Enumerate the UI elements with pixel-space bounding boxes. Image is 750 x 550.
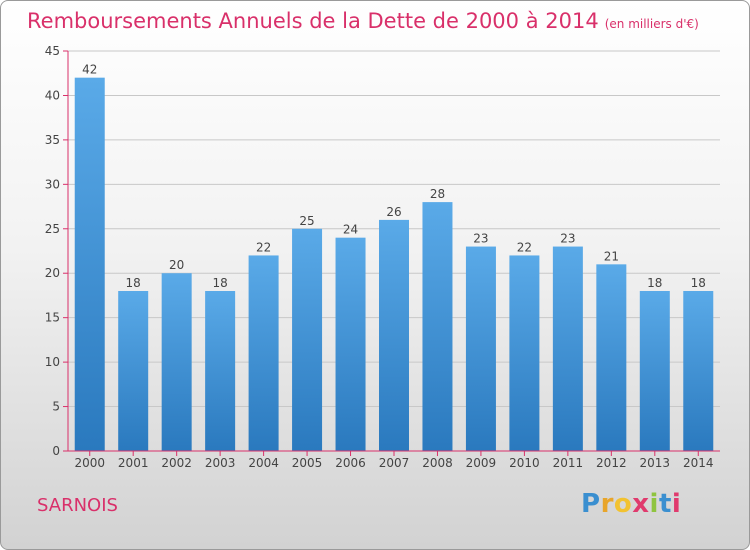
chart-subtitle: (en milliers d'€) — [604, 17, 699, 31]
bar-2011 — [552, 246, 583, 451]
data-label-2014: 18 — [691, 276, 706, 290]
data-label-2001: 18 — [126, 276, 141, 290]
data-label-2005: 25 — [299, 214, 314, 228]
y-tick-label: 25 — [45, 222, 60, 236]
x-tick-label-2004: 2004 — [248, 456, 279, 470]
labels: 0 5 10 15 20 25 30 35 40 45 42 2000 18 2001 20 2002 18 20… — [45, 44, 714, 470]
location-label: SARNOIS — [37, 495, 118, 516]
data-label-2007: 26 — [386, 205, 401, 219]
x-tick-label-2012: 2012 — [596, 456, 627, 470]
bar-2010 — [509, 255, 540, 451]
x-tick-label-2010: 2010 — [509, 456, 540, 470]
y-tick-label: 15 — [45, 311, 60, 325]
bar-2014 — [683, 291, 714, 451]
proxiti-logo: Proxiti — [581, 489, 681, 519]
data-label-2006: 24 — [343, 223, 358, 237]
bar-2006 — [335, 237, 366, 451]
bars — [74, 77, 714, 452]
data-label-2011: 23 — [560, 232, 575, 246]
chart-title: Remboursements Annuels de la Dette de 20… — [27, 9, 699, 33]
bar-2005 — [292, 228, 323, 451]
data-label-2003: 18 — [212, 276, 227, 290]
title-text: Remboursements Annuels de la Dette de 20… — [27, 9, 599, 33]
data-label-2009: 23 — [473, 232, 488, 246]
data-label-2008: 28 — [430, 187, 445, 201]
bar-2009 — [465, 246, 496, 451]
bar-2007 — [379, 219, 409, 451]
x-tick-label-2007: 2007 — [379, 456, 410, 470]
y-tick-label: 45 — [45, 44, 60, 58]
bar-2013 — [639, 291, 670, 451]
x-tick-label-2002: 2002 — [161, 456, 192, 470]
x-tick-label-2008: 2008 — [422, 456, 453, 470]
x-tick-label-2006: 2006 — [335, 456, 366, 470]
logo-letter: r — [600, 489, 614, 519]
y-tick-label: 35 — [45, 133, 60, 147]
bar-2002 — [161, 273, 192, 451]
bar-2003 — [205, 291, 236, 451]
logo-letter: t — [658, 489, 672, 519]
data-label-2002: 20 — [169, 258, 184, 272]
x-tick-label-2001: 2001 — [118, 456, 149, 470]
data-label-2004: 22 — [256, 240, 271, 254]
x-tick-label-2000: 2000 — [74, 456, 105, 470]
data-label-2013: 18 — [647, 276, 662, 290]
bar-2000 — [74, 77, 105, 452]
logo-letter: o — [613, 489, 633, 519]
data-label-2000: 42 — [82, 63, 97, 77]
x-tick-label-2003: 2003 — [205, 456, 236, 470]
y-tick-label: 40 — [45, 88, 60, 102]
bar-2004 — [248, 255, 279, 451]
x-tick-label-2014: 2014 — [683, 456, 714, 470]
data-label-2012: 21 — [604, 249, 619, 263]
bar-2008 — [422, 202, 453, 451]
logo-letter: i — [671, 489, 682, 519]
x-tick-label-2009: 2009 — [466, 456, 497, 470]
logo-letter: P — [581, 489, 601, 519]
logo-letter: x — [632, 489, 650, 519]
data-label-2010: 22 — [517, 240, 532, 254]
bar-2012 — [596, 264, 627, 451]
y-tick-label: 20 — [45, 266, 60, 280]
y-tick-label: 30 — [45, 177, 60, 191]
logo-letter: i — [649, 489, 659, 519]
y-tick-label: 10 — [45, 355, 60, 369]
axes — [63, 50, 720, 456]
x-tick-label-2013: 2013 — [640, 456, 671, 470]
y-tick-label: 5 — [52, 400, 60, 414]
y-tick-label: 0 — [52, 444, 60, 458]
x-tick-label-2011: 2011 — [553, 456, 584, 470]
x-tick-label-2005: 2005 — [292, 456, 323, 470]
bar-2001 — [118, 291, 149, 451]
